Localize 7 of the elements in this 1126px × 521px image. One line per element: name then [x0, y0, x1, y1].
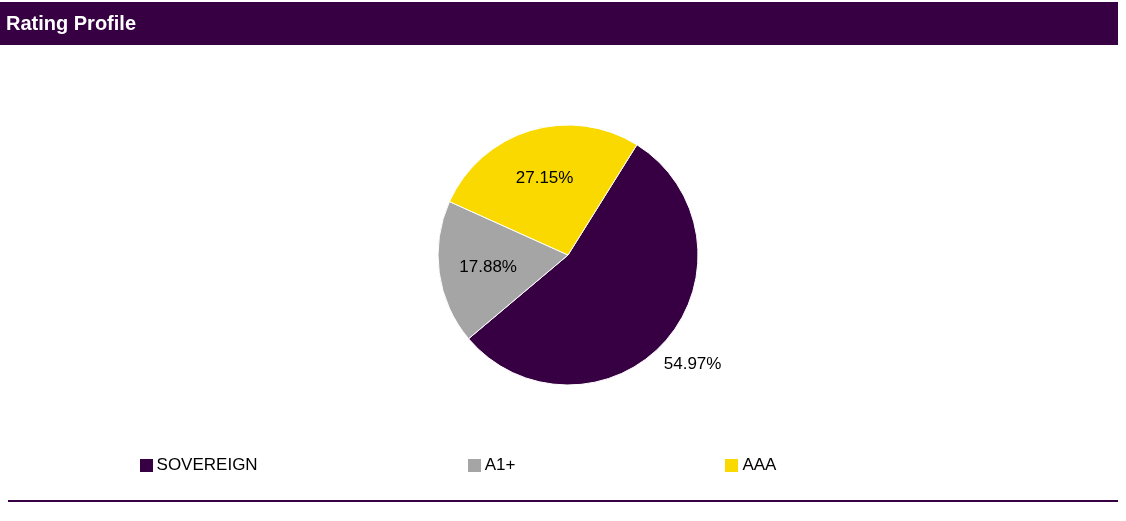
- data-label: 27.15%: [515, 168, 574, 188]
- legend-label: SOVEREIGN: [156, 455, 258, 474]
- data-label: 54.97%: [663, 353, 722, 373]
- legend-label: A1+: [484, 455, 516, 474]
- chart-title: Rating Profile: [0, 2, 1118, 45]
- legend-label: AAA: [742, 455, 777, 474]
- data-label: 17.88%: [459, 256, 518, 276]
